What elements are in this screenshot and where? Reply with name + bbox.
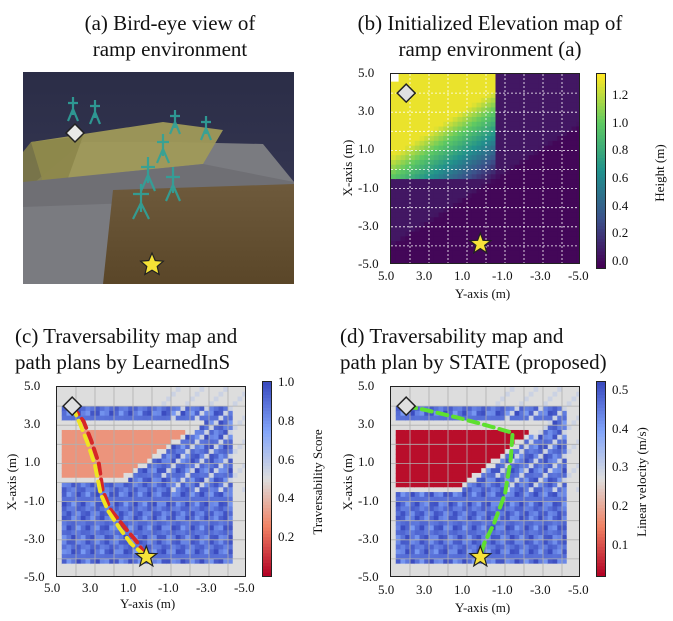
panel-c-title-line1: (c) Traversability map and — [15, 324, 238, 348]
panel-c-title: (c) Traversability map and path plans by… — [10, 323, 315, 375]
plot-c-ylabel: X-axis (m) — [4, 453, 19, 511]
panel-b-title-line2: ramp environment (a) — [398, 37, 582, 61]
colorbar-tick-label: 1.0 — [278, 374, 295, 389]
colorbar-tick-label: 0.0 — [612, 253, 629, 269]
x-tick-label: 3.0 — [416, 268, 433, 283]
colorbar-tick-label: 0.8 — [612, 142, 629, 158]
y-tick-label: -3.0 — [24, 530, 45, 546]
y-tick-label: -1.0 — [358, 492, 379, 508]
colorbar-b — [596, 73, 606, 269]
colorbar-tick-label: 0.3 — [612, 459, 629, 475]
goal-star-icon — [468, 231, 493, 255]
x-tick-label: -1.0 — [158, 580, 179, 595]
x-tick-label: -3.0 — [196, 580, 217, 595]
y-tick-label: -5.0 — [358, 569, 379, 584]
colorbar-b-label: Height (m) — [652, 144, 667, 202]
x-tick-label: -5.0 — [568, 268, 589, 283]
colorbar-tick-label: 0.2 — [278, 529, 295, 545]
path-plan-0 — [404, 404, 515, 559]
colorbar-tick-label: 1.2 — [612, 86, 629, 102]
y-tick-label: -5.0 — [24, 569, 45, 584]
colorbar-tick-label: 0.5 — [612, 381, 629, 397]
colorbar-tick-label: 0.4 — [278, 490, 295, 506]
colorbar-tick-label: 0.8 — [278, 412, 295, 428]
y-tick-label: 5.0 — [24, 378, 41, 393]
panel-c-title-line2: path plans by LearnedInS — [15, 350, 231, 374]
x-tick-label: 1.0 — [454, 582, 471, 597]
y-tick-label: 1.0 — [358, 141, 375, 157]
x-tick-label: -1.0 — [492, 582, 513, 597]
bird-eye-render — [23, 72, 294, 284]
colorbar-tick-label: 0.6 — [612, 169, 629, 185]
goal-star-icon — [468, 544, 493, 568]
panel-b-title: (b) Initialized Elevation map of ramp en… — [335, 10, 645, 62]
x-tick-label: 5.0 — [378, 582, 395, 597]
colorbar-c — [262, 381, 272, 577]
colorbar-d — [596, 381, 606, 577]
humanoid-figures — [66, 97, 213, 220]
x-tick-label: 3.0 — [82, 580, 99, 595]
y-tick-label: -1.0 — [358, 179, 379, 195]
y-tick-label: 3.0 — [358, 103, 375, 119]
path-plan-0 — [70, 404, 147, 556]
colorbar-tick-label: 0.4 — [612, 197, 629, 213]
colorbar-d-label: Linear velocity (m/s) — [634, 427, 649, 537]
x-tick-label: -5.0 — [234, 580, 255, 595]
start-diamond-icon — [64, 122, 86, 144]
start-diamond-icon — [396, 83, 417, 104]
y-tick-label: 3.0 — [358, 416, 375, 432]
panel-b-title-line1: (b) Initialized Elevation map of — [357, 11, 623, 35]
x-tick-label: 5.0 — [378, 268, 395, 283]
plot-d-xlabel: Y-axis (m) — [455, 600, 511, 615]
path-plan-1 — [70, 404, 149, 559]
plot-c-svg — [57, 387, 245, 576]
y-tick-label: 5.0 — [358, 65, 375, 80]
y-tick-label: 1.0 — [358, 454, 375, 470]
y-tick-label: -1.0 — [24, 492, 45, 508]
x-tick-label: 1.0 — [120, 580, 137, 595]
x-tick-label: -3.0 — [530, 268, 551, 283]
start-diamond-icon — [62, 396, 83, 417]
plot-d-ylabel: X-axis (m) — [340, 453, 355, 511]
panel-d-title-line2: path plan by STATE (proposed) — [340, 350, 607, 374]
plot-d-svg — [391, 387, 579, 576]
start-diamond-icon — [396, 396, 417, 417]
plot-b-svg — [391, 74, 579, 263]
plot-c-area — [56, 386, 246, 577]
goal-star-icon — [134, 544, 159, 568]
x-tick-label: -3.0 — [530, 582, 551, 597]
y-tick-label: -5.0 — [358, 256, 379, 271]
colorbar-tick-label: 0.2 — [612, 225, 629, 241]
x-tick-label: -5.0 — [568, 582, 589, 597]
x-tick-label: 5.0 — [44, 580, 61, 595]
dirt-area — [103, 184, 294, 284]
plot-b-area — [390, 73, 580, 264]
plot-b-ylabel: X-axis (m) — [340, 139, 355, 197]
y-tick-label: 1.0 — [24, 454, 41, 470]
y-tick-label: 5.0 — [358, 378, 375, 393]
goal-star-icon — [139, 251, 165, 276]
panel-d-title: (d) Traversability map and path plan by … — [340, 323, 660, 375]
y-tick-label: -3.0 — [358, 530, 379, 546]
plot-d-area — [390, 386, 580, 577]
panel-a-title-line1: (a) Bird-eye view of — [84, 11, 256, 35]
x-tick-label: -1.0 — [492, 268, 513, 283]
panel-a-title: (a) Bird-eye view of ramp environment — [20, 10, 320, 62]
colorbar-tick-label: 0.1 — [612, 536, 629, 552]
colorbar-tick-label: 0.6 — [278, 451, 295, 467]
colorbar-tick-label: 0.2 — [612, 498, 629, 514]
colorbar-c-label: Traversability Score — [310, 429, 325, 535]
panel-a-title-line2: ramp environment — [92, 37, 248, 61]
colorbar-tick-label: 0.4 — [612, 420, 629, 436]
x-tick-label: 1.0 — [454, 268, 471, 283]
x-tick-label: 3.0 — [416, 582, 433, 597]
plot-c-xlabel: Y-axis (m) — [120, 596, 176, 611]
y-tick-label: 3.0 — [24, 416, 41, 432]
colorbar-tick-label: 1.0 — [612, 114, 629, 130]
panel-d-title-line1: (d) Traversability map and — [340, 324, 564, 348]
y-tick-label: -3.0 — [358, 217, 379, 233]
plot-b-xlabel: Y-axis (m) — [455, 286, 511, 301]
